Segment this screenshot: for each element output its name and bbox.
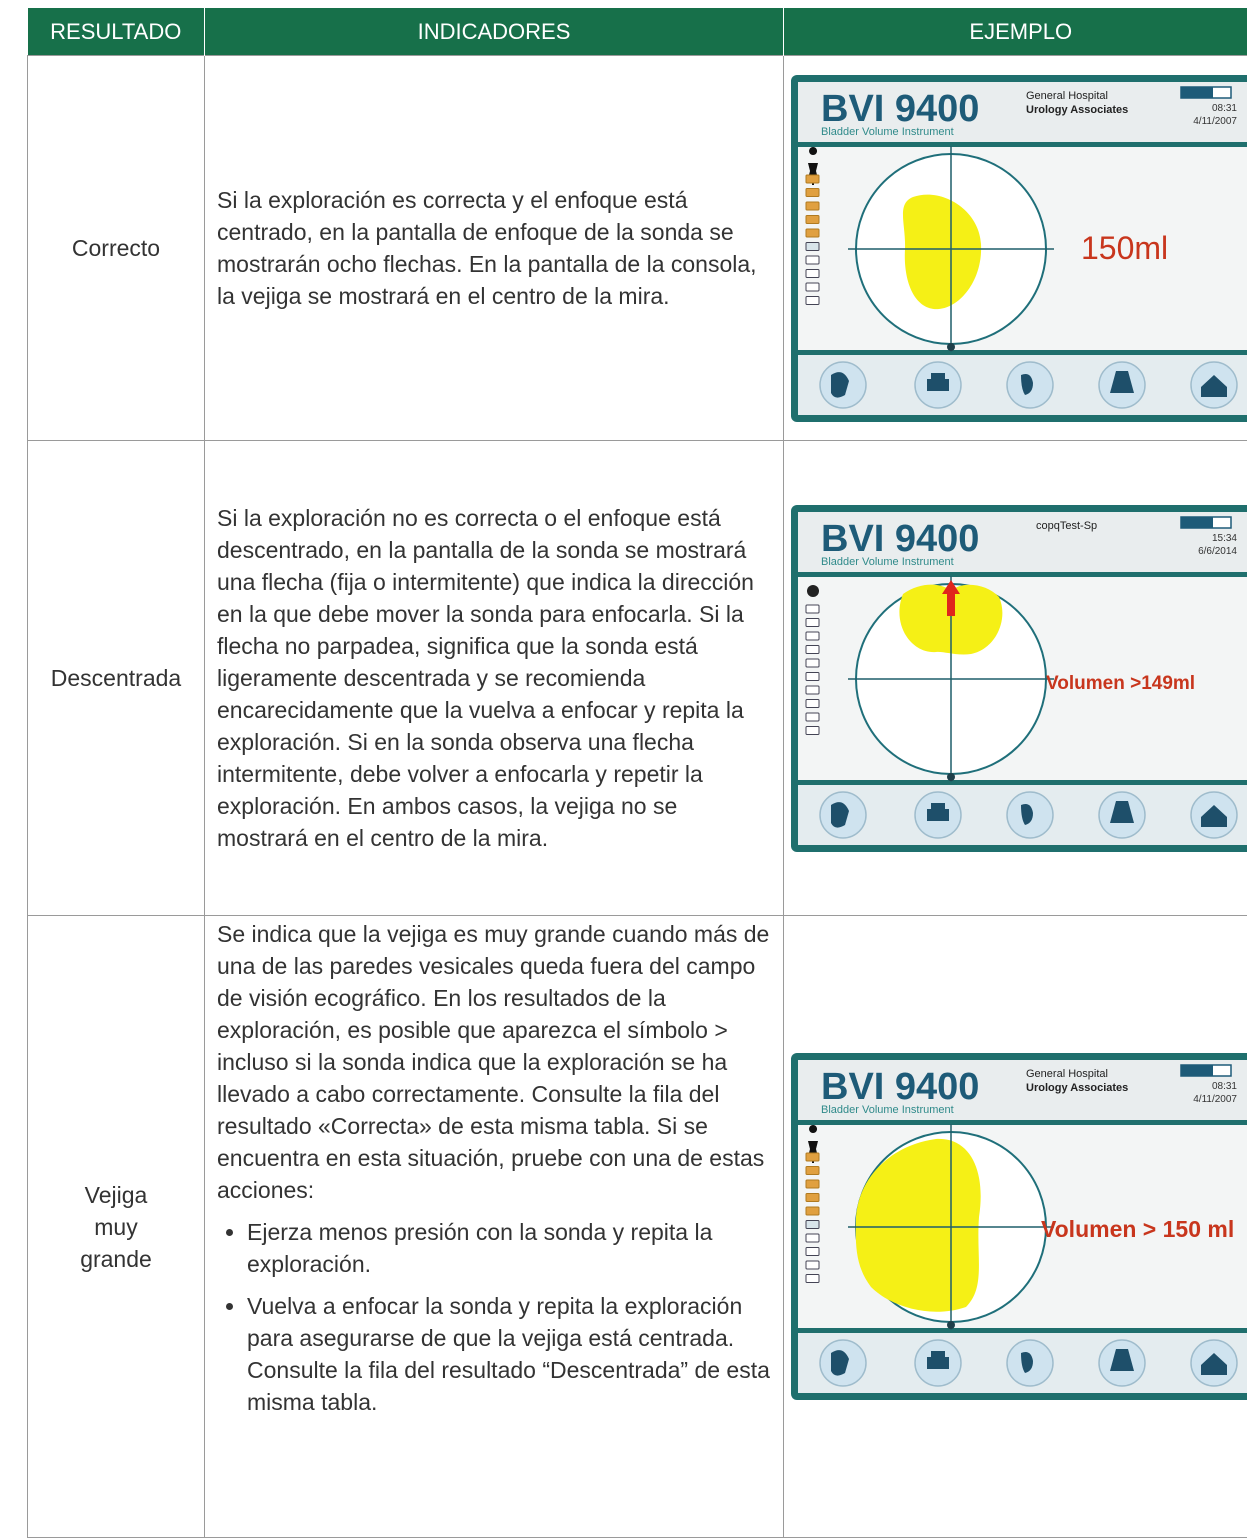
time: 08:31 bbox=[1212, 1081, 1237, 1092]
probe-indicator bbox=[806, 686, 819, 694]
facility: Urology Associates bbox=[1026, 1082, 1128, 1094]
probe-dot bbox=[947, 1321, 955, 1329]
probe-indicator bbox=[806, 659, 819, 667]
bullet-list: Ejerza menos presión con la sonda y repi… bbox=[217, 1216, 771, 1418]
paragraph: Se indica que la vejiga es muy grande cu… bbox=[217, 918, 771, 1206]
facility: copqTest-Sp bbox=[1036, 520, 1097, 532]
row: Descentrada Si la exploración no es corr… bbox=[28, 441, 1247, 916]
probe-dot bbox=[947, 773, 955, 781]
probe-indicator bbox=[806, 605, 819, 613]
result: Correcto bbox=[28, 56, 205, 441]
bullet: Ejerza menos presión con la sonda y repi… bbox=[247, 1216, 771, 1280]
probe-indicator bbox=[806, 726, 819, 734]
probe-indicator bbox=[806, 202, 819, 210]
battery-level bbox=[1181, 517, 1213, 528]
probe-indicator bbox=[806, 672, 819, 680]
volume: Volumen >149ml bbox=[1046, 673, 1195, 694]
device-subtitle: Bladder Volume Instrument bbox=[821, 1104, 954, 1116]
probe-indicator bbox=[806, 618, 819, 626]
probe-indicator bbox=[806, 269, 819, 277]
device-subtitle: Bladder Volume Instrument bbox=[821, 126, 954, 138]
result: Descentrada bbox=[28, 441, 205, 916]
battery-level bbox=[1181, 1065, 1213, 1076]
facility: Urology Associates bbox=[1026, 104, 1128, 116]
time: 15:34 bbox=[1212, 533, 1237, 544]
header-row: RESULTADO INDICADORES EJEMPLO bbox=[28, 8, 1247, 56]
probe-indicator bbox=[806, 1153, 819, 1161]
probe-indicator bbox=[806, 296, 819, 304]
probe-indicator bbox=[806, 229, 819, 237]
date: 4/11/2007 bbox=[1193, 1094, 1237, 1105]
probe-indicator bbox=[806, 1167, 819, 1175]
facility: General Hospital bbox=[1026, 1068, 1108, 1080]
probe-indicator bbox=[806, 215, 819, 223]
device-title: BVI 9400 bbox=[821, 518, 979, 560]
probe-indicator bbox=[806, 1207, 819, 1215]
probe-indicator bbox=[806, 1221, 819, 1229]
result-text: Vejiga muy grande bbox=[61, 1179, 171, 1275]
row: Vejiga muy grande Se indica que la vejig… bbox=[28, 916, 1247, 1538]
bullet: Vuelva a enfocar la sonda y repita la ex… bbox=[247, 1290, 771, 1418]
probe-indicator bbox=[806, 645, 819, 653]
battery-level bbox=[1181, 87, 1213, 98]
device-subtitle: Bladder Volume Instrument bbox=[821, 556, 954, 568]
results-table: RESULTADO INDICADORES EJEMPLO Correcto S… bbox=[27, 8, 1247, 1538]
probe-indicator bbox=[806, 175, 819, 183]
probe-indicator bbox=[806, 188, 819, 196]
header-cell: INDICADORES bbox=[205, 8, 784, 56]
result: Vejiga muy grande bbox=[28, 916, 205, 1538]
volume: 150ml bbox=[1081, 230, 1168, 266]
probe-indicator bbox=[806, 699, 819, 707]
header-cell: RESULTADO bbox=[28, 8, 205, 56]
indicators: Se indica que la vejiga es muy grande cu… bbox=[205, 916, 784, 1538]
facility: General Hospital bbox=[1026, 90, 1108, 102]
scan-icon bbox=[807, 585, 819, 597]
probe-indicator bbox=[806, 1194, 819, 1202]
probe-dot bbox=[947, 343, 955, 351]
indicators: Si la exploración es correcta y el enfoq… bbox=[205, 56, 784, 441]
device-title: BVI 9400 bbox=[821, 88, 979, 130]
probe-indicator bbox=[806, 1275, 819, 1283]
header-cell: EJEMPLO bbox=[784, 8, 1247, 56]
time: 08:31 bbox=[1212, 103, 1237, 114]
probe-indicator bbox=[806, 256, 819, 264]
probe-indicator bbox=[806, 1248, 819, 1256]
probe-indicator bbox=[806, 1180, 819, 1188]
probe-indicator bbox=[806, 242, 819, 250]
volume: Volumen > 150 ml bbox=[1041, 1216, 1234, 1242]
probe-indicator bbox=[806, 283, 819, 291]
date: 6/6/2014 bbox=[1198, 546, 1237, 557]
probe-indicator bbox=[806, 632, 819, 640]
date: 4/11/2007 bbox=[1193, 116, 1237, 127]
probe-indicator bbox=[806, 1234, 819, 1242]
probe-indicator bbox=[806, 713, 819, 721]
probe-indicator bbox=[806, 1261, 819, 1269]
row: Correcto Si la exploración es correcta y… bbox=[28, 56, 1247, 441]
device-title: BVI 9400 bbox=[821, 1066, 979, 1108]
indicators: Si la exploración no es correcta o el en… bbox=[205, 441, 784, 916]
